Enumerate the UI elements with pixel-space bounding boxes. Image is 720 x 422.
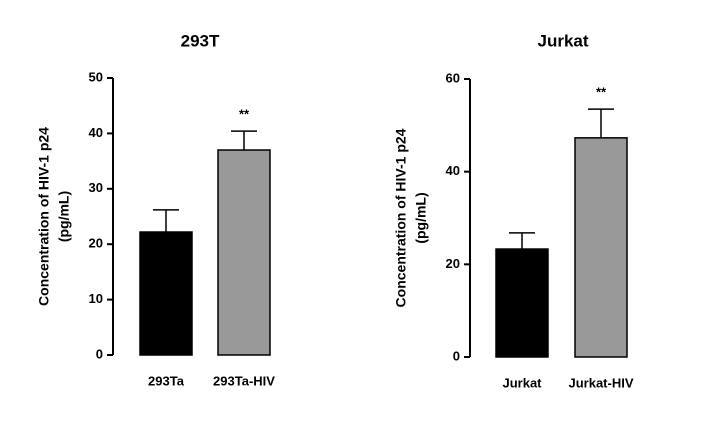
y-tick-label: 60 xyxy=(446,70,460,85)
y-tick-label: 10 xyxy=(89,291,103,306)
bar xyxy=(139,231,193,356)
y-tick-label: 20 xyxy=(89,236,103,251)
y-tick-label: 50 xyxy=(89,69,103,84)
x-tick-label: 293Ta-HIV xyxy=(213,373,275,388)
chart-title: Jurkat xyxy=(537,31,588,50)
significance-label: ** xyxy=(596,85,607,100)
bar xyxy=(217,149,271,356)
significance-label: ** xyxy=(239,107,250,122)
y-axis-label: (pg/mL) xyxy=(413,192,429,243)
y-axis-label: Concentration of HIV-1 p24 xyxy=(393,128,409,307)
y-tick-label: 0 xyxy=(96,346,103,361)
y-tick-label: 30 xyxy=(89,180,103,195)
bar xyxy=(495,248,549,358)
y-axis-label: Concentration of HIV-1 p24 xyxy=(36,127,52,306)
y-tick-label: 20 xyxy=(446,256,460,271)
y-tick-label: 40 xyxy=(89,125,103,140)
chart: Jurkat Concentration of HIV-1 p24 (pg/mL) J… xyxy=(393,31,634,390)
y-axis-label: (pg/mL) xyxy=(56,191,72,242)
x-tick-label: Jurkat xyxy=(502,375,542,390)
y-tick-label: 0 xyxy=(453,348,460,363)
bar xyxy=(574,137,628,358)
chart-title: 293T xyxy=(181,31,220,50)
x-tick-label: Jurkat-HIV xyxy=(568,375,633,390)
y-tick-label: 40 xyxy=(446,163,460,178)
chart: 293T Concentration of HIV-1 p24 (pg/mL) 293… xyxy=(36,31,276,388)
x-tick-label: 293Ta xyxy=(148,373,185,388)
